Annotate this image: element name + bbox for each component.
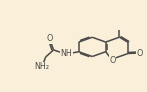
Text: O: O: [137, 49, 143, 58]
Text: NH: NH: [61, 49, 72, 58]
Text: O: O: [109, 56, 115, 65]
Text: O: O: [47, 34, 53, 43]
Text: NH₂: NH₂: [35, 62, 50, 71]
